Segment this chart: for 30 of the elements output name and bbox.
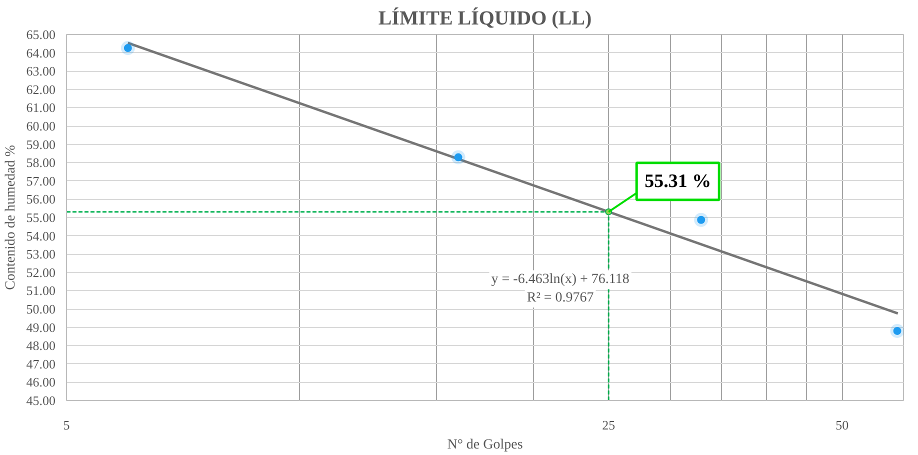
annotation: y = -6.463ln(x) + 76.118 <box>491 272 630 288</box>
y-tick-label: 55.00 <box>26 210 56 225</box>
y-tick-label: 45.00 <box>26 393 56 408</box>
x-tick-label: 50 <box>836 418 849 432</box>
y-tick-label: 65.00 <box>26 27 56 42</box>
y-tick-label: 49.00 <box>26 320 56 335</box>
y-tick-label: 47.00 <box>26 356 56 372</box>
y-tick-label: 54.00 <box>26 228 56 244</box>
y-tick-label: 53.00 <box>26 246 56 262</box>
x-tick-label: 25 <box>602 418 616 432</box>
y-tick-label: 61.00 <box>26 100 56 116</box>
y-tick-label: 60.00 <box>26 118 56 134</box>
annotation: R² = 0.9767 <box>526 290 594 306</box>
y-tick-label: 52.00 <box>26 264 56 280</box>
chart-title: LÍMITE LÍQUIDO (LL) <box>378 6 592 30</box>
y-tick-label: 48.00 <box>26 338 56 354</box>
y-tick-label: 46.00 <box>26 374 56 390</box>
y-tick-label: 64.00 <box>26 45 56 60</box>
y-tick-label: 50.00 <box>26 302 56 316</box>
y-axis-title: Contenido de humedad % <box>3 144 18 290</box>
y-tick-label: 59.00 <box>26 136 56 152</box>
x-axis-title: N° de Golpes <box>447 438 523 452</box>
y-tick-label: 62.00 <box>26 82 56 97</box>
x-tick-label: 5 <box>63 418 70 432</box>
y-tick-label: 57.00 <box>26 173 56 188</box>
y-tick-label: 58.00 <box>26 155 56 170</box>
y-tick-label: 51.00 <box>26 283 56 298</box>
annotation: 55.31 % <box>644 170 712 192</box>
y-tick-label: 56.00 <box>26 192 56 207</box>
y-tick-label: 63.00 <box>26 64 56 79</box>
